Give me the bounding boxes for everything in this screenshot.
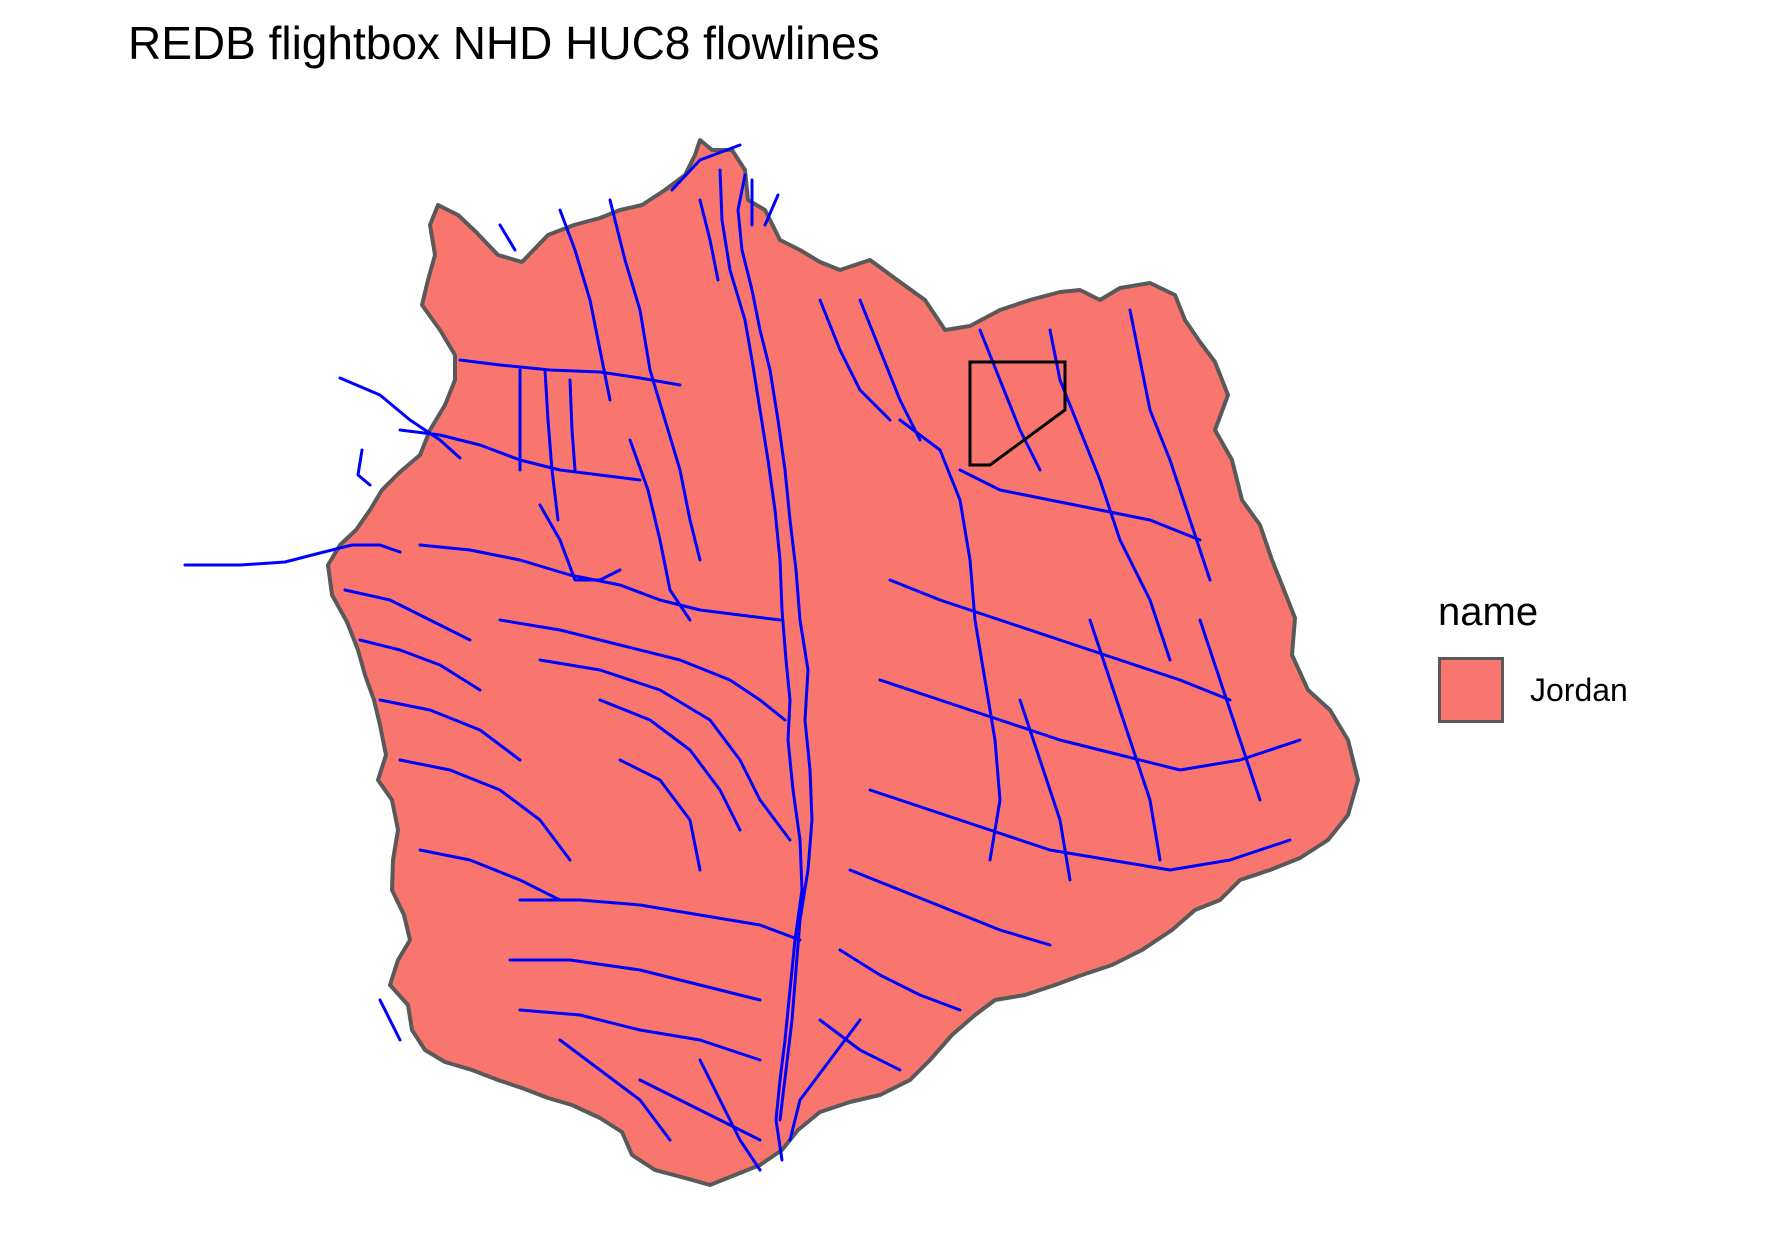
flowline bbox=[338, 376, 462, 460]
flowline bbox=[978, 328, 1042, 472]
flowline bbox=[1198, 618, 1262, 802]
flowline bbox=[838, 948, 962, 1012]
flowline bbox=[343, 588, 472, 642]
flowline bbox=[788, 1018, 862, 1142]
flowline bbox=[356, 448, 372, 487]
map-title: REDB flightbox NHD HUC8 flowlines bbox=[128, 17, 880, 69]
flowline bbox=[498, 223, 517, 252]
flowline bbox=[888, 578, 1232, 702]
flowline bbox=[736, 173, 814, 1122]
flowline bbox=[848, 868, 1052, 947]
flowline bbox=[763, 193, 780, 227]
flowline bbox=[1088, 618, 1162, 862]
flowline bbox=[868, 788, 1292, 872]
flowline bbox=[638, 1078, 762, 1142]
flowline bbox=[698, 198, 720, 282]
legend-key-swatch bbox=[1438, 657, 1504, 723]
legend-item-label: Jordan bbox=[1530, 671, 1628, 708]
flowline bbox=[543, 368, 560, 522]
flowline bbox=[518, 1008, 762, 1062]
flowline bbox=[358, 638, 482, 692]
flowline bbox=[608, 198, 702, 562]
flowline bbox=[398, 758, 572, 862]
flowline bbox=[598, 698, 742, 832]
flowline bbox=[898, 418, 1002, 862]
flowline bbox=[183, 543, 402, 567]
flowline bbox=[558, 208, 612, 402]
flightbox-outline bbox=[968, 360, 1067, 467]
flowline bbox=[418, 543, 782, 622]
flowline bbox=[958, 468, 1202, 542]
flowline bbox=[538, 658, 792, 842]
legend-title: name bbox=[1438, 590, 1539, 634]
flowline bbox=[1128, 308, 1212, 582]
flowline bbox=[818, 298, 892, 422]
flowline bbox=[1048, 328, 1172, 662]
flowline bbox=[1018, 698, 1072, 882]
flowline bbox=[378, 698, 522, 762]
legend-item-jordan: Jordan bbox=[1438, 657, 1628, 723]
flowline bbox=[718, 168, 804, 1162]
flowlines-layer bbox=[183, 143, 1302, 1172]
legend: name Jordan bbox=[1438, 590, 1628, 723]
flowline bbox=[538, 503, 622, 582]
flowline bbox=[698, 1058, 762, 1172]
flowline bbox=[818, 1018, 902, 1072]
flowline bbox=[498, 618, 787, 722]
flowline bbox=[858, 298, 922, 442]
flowline bbox=[558, 1038, 672, 1142]
flowline bbox=[670, 143, 742, 192]
flowline bbox=[568, 378, 577, 472]
flowline bbox=[508, 958, 762, 1002]
flowline bbox=[628, 438, 692, 622]
flowline bbox=[418, 848, 562, 902]
flowline bbox=[878, 678, 1302, 772]
flowline bbox=[378, 998, 402, 1042]
flowline bbox=[618, 758, 702, 872]
flowline bbox=[518, 898, 802, 942]
flowline bbox=[458, 358, 682, 387]
watershed-polygon bbox=[326, 138, 1360, 1187]
